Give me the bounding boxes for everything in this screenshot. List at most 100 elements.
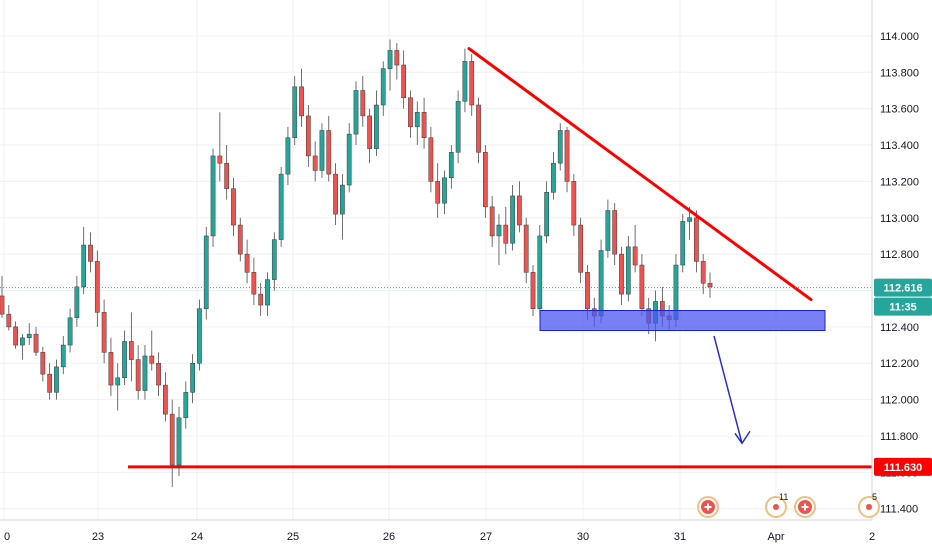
candle xyxy=(251,257,257,306)
candle-body xyxy=(258,293,264,306)
candle-body xyxy=(122,341,127,379)
x-tick-label: 24 xyxy=(191,531,203,543)
projection-arrow[interactable] xyxy=(713,335,751,445)
candle xyxy=(108,337,114,396)
candle xyxy=(523,217,529,284)
candle-body xyxy=(265,279,270,306)
candle xyxy=(176,406,182,476)
candle-body xyxy=(394,50,400,66)
candle xyxy=(20,334,25,360)
candle-body xyxy=(557,130,563,164)
candle-body xyxy=(326,130,332,175)
candle xyxy=(292,75,298,146)
candle-body xyxy=(0,295,5,315)
candle xyxy=(26,323,32,346)
candle-body xyxy=(489,206,495,237)
candle-body xyxy=(128,341,134,360)
candle xyxy=(557,123,563,171)
candle xyxy=(401,50,407,109)
candle xyxy=(510,185,515,251)
candle-body xyxy=(88,244,93,262)
candle xyxy=(40,346,46,382)
candle-body xyxy=(428,137,434,182)
candle xyxy=(408,90,413,138)
candle-body xyxy=(292,86,298,138)
candle-body xyxy=(387,50,393,69)
candle-body xyxy=(149,355,155,364)
y-tick-label: 114.000 xyxy=(880,31,919,43)
candle xyxy=(455,90,461,164)
candle xyxy=(285,126,291,186)
x-tick-label: 26 xyxy=(383,531,395,543)
x-tick-label: 0 xyxy=(4,531,10,543)
candle-body xyxy=(183,392,189,419)
candle xyxy=(142,345,148,400)
event-count: 11 xyxy=(779,492,788,502)
event-dot-icon[interactable]: 11 xyxy=(765,492,788,518)
events-row[interactable]: 11 5 xyxy=(697,492,880,518)
candle-body xyxy=(605,210,611,251)
candle-body xyxy=(544,192,549,237)
candle-body xyxy=(537,235,543,309)
candle xyxy=(94,250,100,327)
candle xyxy=(489,195,495,247)
candle-body xyxy=(414,112,420,128)
candle-body xyxy=(115,377,121,386)
demand-zone[interactable] xyxy=(539,310,826,332)
candle xyxy=(428,126,434,193)
candle-body xyxy=(625,246,631,295)
candle-body xyxy=(353,90,359,135)
candle-body xyxy=(156,362,161,386)
candle-body xyxy=(612,210,618,255)
support-level-label: 111.630 xyxy=(884,462,923,474)
candle xyxy=(88,232,93,273)
price-axis[interactable]: 114.000 113.800 113.600 113.400 113.200 113.0… xyxy=(871,0,919,520)
candle xyxy=(305,105,311,167)
candle xyxy=(442,170,447,215)
candle-body xyxy=(47,373,53,393)
candle-body xyxy=(210,155,216,237)
candle xyxy=(258,283,264,316)
x-tick-label: Apr xyxy=(767,531,784,543)
candle-body xyxy=(237,224,243,255)
candle xyxy=(278,166,284,247)
candle xyxy=(122,330,127,386)
candle xyxy=(135,345,141,400)
candle xyxy=(476,97,481,164)
candle xyxy=(469,54,475,116)
event-dot-icon[interactable]: 5 xyxy=(858,492,880,518)
candle-body xyxy=(687,217,692,222)
candle xyxy=(374,90,379,156)
trendline[interactable] xyxy=(467,47,813,302)
candle-body xyxy=(190,362,195,393)
y-tick-label: 113.200 xyxy=(880,176,919,188)
candle-body xyxy=(401,64,407,98)
candle xyxy=(530,265,536,316)
candle-body xyxy=(217,155,223,164)
candle xyxy=(67,308,73,353)
candle-body xyxy=(496,224,502,237)
candle-body xyxy=(271,239,277,280)
candle-body xyxy=(632,246,638,266)
candle-body xyxy=(285,137,291,175)
candle xyxy=(6,305,12,331)
candle-body xyxy=(224,162,230,189)
candle-body xyxy=(142,355,148,391)
event-plus-icon[interactable] xyxy=(794,496,816,518)
candle xyxy=(544,181,549,244)
candle-body xyxy=(571,181,577,226)
countdown-badge: 11:35 xyxy=(874,297,932,316)
y-tick-label: 113.000 xyxy=(880,213,919,225)
candle-body xyxy=(564,130,570,182)
candle xyxy=(265,272,270,316)
candle xyxy=(169,399,175,487)
candle-body xyxy=(81,244,87,288)
candle-body xyxy=(476,104,481,153)
candle xyxy=(312,141,318,182)
time-axis[interactable]: 0 23 24 25 26 27 30 31 Apr 2 xyxy=(0,519,875,543)
candle xyxy=(578,217,584,284)
event-plus-icon[interactable] xyxy=(697,496,719,518)
x-tick-label: 27 xyxy=(480,531,492,543)
current-price-label: 112.616 xyxy=(883,283,922,295)
